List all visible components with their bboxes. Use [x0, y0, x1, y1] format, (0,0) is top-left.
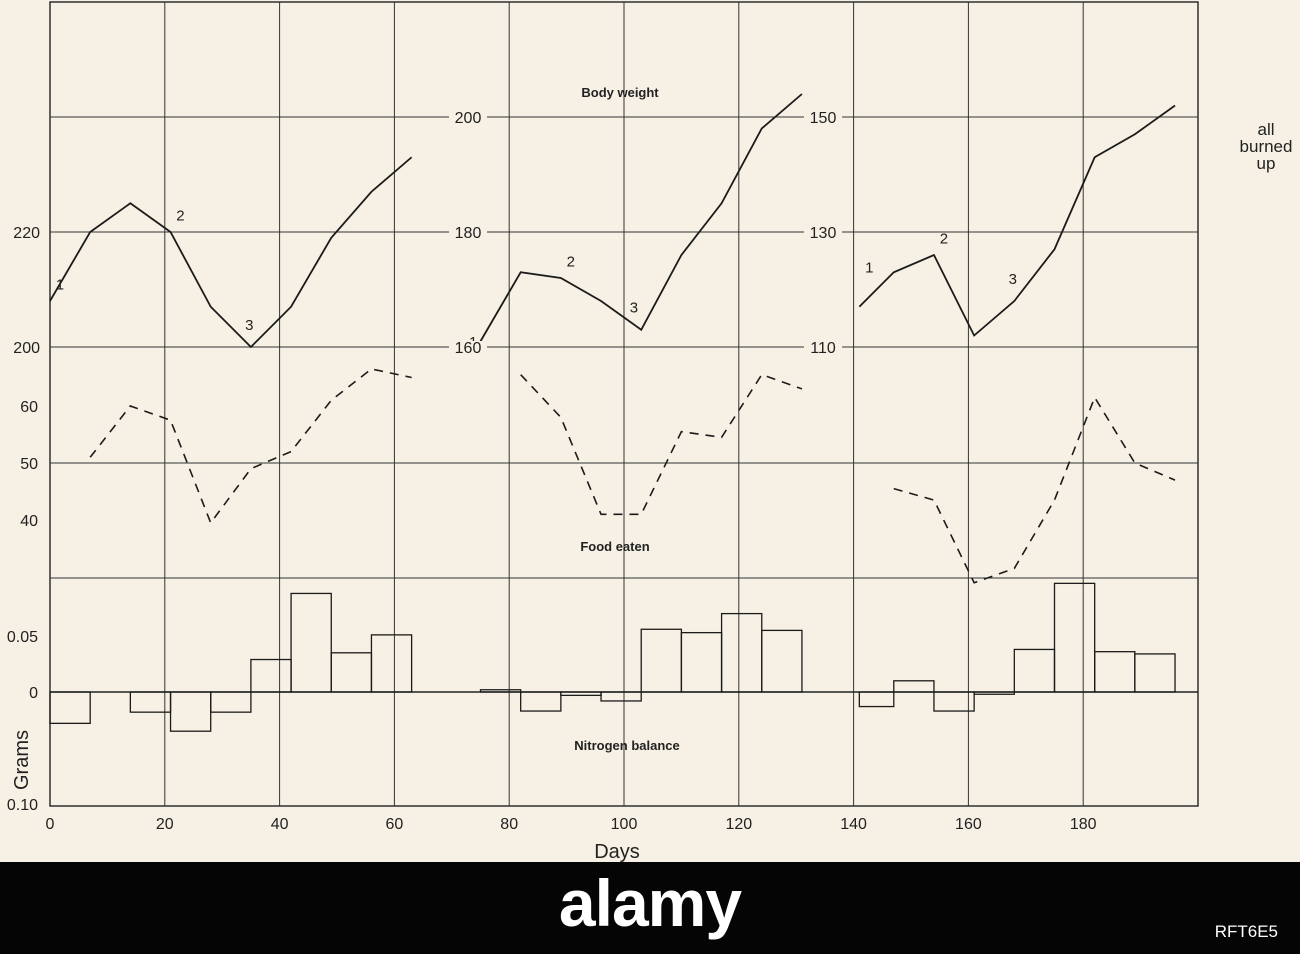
nitrogen-bar-18: [933, 691, 975, 712]
nitrogen-bar-0: [49, 691, 91, 725]
nitrogen-bars: [49, 582, 1176, 732]
panel-labels: Body weight Food eaten Nitrogen balance: [574, 85, 679, 753]
x-tick-20: 20: [156, 816, 174, 833]
nitrogen-tick-2: 0.05: [7, 629, 38, 646]
nitrogen-bar-14: [720, 612, 763, 693]
nitrogen-bar-2: [169, 691, 212, 732]
nitrogen-bar-10: [560, 691, 602, 697]
bw-tick-right-110-bg: [804, 341, 842, 358]
bw-tick-mid-200: 200: [455, 110, 482, 127]
watermark-logo: alamy: [558, 866, 742, 940]
x-tick-0: 0: [46, 816, 55, 833]
bw-tick-mid-180-bg: [449, 226, 487, 243]
annotation-line-0: all: [1257, 120, 1274, 139]
bw-tick-right-110: 110: [810, 340, 836, 357]
annotation-line-2: up: [1257, 154, 1276, 173]
nitrogen-bar-13: [680, 631, 723, 693]
food-tick-40: 40: [20, 513, 38, 530]
body-weight-line-0: [49, 156, 413, 349]
body-weight-line-1: [479, 93, 803, 342]
tick-labels: 0 20 40 60 80 100 120 140 160 1802002201601802001…: [7, 110, 1097, 833]
food-tick-50: 50: [20, 456, 38, 473]
x-axis-title: Days: [594, 841, 640, 862]
grid: [49, 1, 1199, 807]
body-weight-marker-0-2: 3: [245, 317, 253, 334]
nitrogen-bar-9: [520, 691, 562, 712]
x-tick-140: 140: [840, 816, 867, 833]
x-tick-180: 180: [1070, 816, 1097, 833]
nitrogen-bar-16: [858, 691, 895, 708]
watermark-banner: [0, 862, 1300, 954]
bw-tick-right-130-bg: [804, 226, 842, 243]
nitrogen-bar-11: [600, 691, 642, 702]
bw-tick-right-150-bg: [804, 111, 842, 128]
nitrogen-bar-6: [330, 652, 373, 693]
bw-tick-left-200: 200: [13, 340, 40, 357]
body-weight-marker-0-1: 2: [176, 208, 184, 225]
nitrogen-bar-17: [893, 680, 935, 693]
food-eaten-line-2: [893, 395, 1176, 584]
x-tick-40: 40: [271, 816, 289, 833]
panel-label-nitrogen-balance: Nitrogen balance: [574, 738, 679, 753]
bw-tick-mid-180: 180: [455, 225, 482, 242]
bw-tick-right-150: 150: [810, 110, 837, 127]
x-tick-60: 60: [386, 816, 404, 833]
bw-tick-mid-160-bg: [449, 341, 487, 358]
bw-tick-mid-200-bg: [449, 111, 487, 128]
bw-tick-left-220: 220: [13, 225, 40, 242]
series-markers: 123123123: [56, 208, 1017, 352]
nitrogen-bar-8: [479, 689, 522, 693]
food-eaten-line-1: [520, 373, 803, 516]
nitrogen-tick-1: 0: [29, 685, 38, 702]
body-weight-marker-1-2: 3: [630, 300, 638, 317]
body-weight-marker-2-0: 1: [865, 259, 873, 276]
nitrogen-bar-22: [1094, 651, 1136, 693]
nitrogen-bar-20: [1013, 648, 1056, 693]
body-weight-marker-0-0: 1: [56, 277, 64, 294]
nitrogen-bar-15: [761, 629, 803, 693]
x-tick-80: 80: [500, 816, 518, 833]
panel-label-body-weight: Body weight: [581, 85, 659, 100]
body-weight-line-2: [858, 104, 1176, 337]
series-lines: [49, 93, 1176, 584]
chart: Body weight Food eaten Nitrogen balance …: [7, 1, 1293, 862]
nitrogen-bar-5: [290, 592, 332, 693]
nitrogen-bar-3: [210, 691, 252, 713]
food-eaten-line-0: [89, 368, 412, 525]
nitrogen-bar-4: [250, 658, 292, 693]
body-weight-marker-2-1: 2: [940, 231, 948, 248]
nitrogen-tick-0: 0.10: [7, 797, 38, 814]
annotation-line-1: burned: [1240, 137, 1293, 156]
annotation-all-burned-up: all burned up: [1240, 120, 1293, 173]
panel-label-food-eaten: Food eaten: [580, 539, 649, 554]
body-weight-marker-2-2: 3: [1009, 271, 1017, 288]
nitrogen-bar-19: [973, 691, 1015, 695]
x-tick-160: 160: [955, 816, 982, 833]
x-tick-120: 120: [725, 816, 752, 833]
nitrogen-bar-12: [640, 628, 683, 693]
bw-tick-right-130: 130: [810, 225, 837, 242]
body-weight-marker-1-1: 2: [567, 254, 575, 271]
bw-tick-mid-160: 160: [455, 340, 482, 357]
image-id-label: RFT6E5: [1214, 922, 1278, 941]
y-axis-title-grams: Grams: [11, 730, 33, 790]
nitrogen-bar-23: [1134, 653, 1176, 693]
food-tick-60: 60: [20, 399, 38, 416]
x-tick-100: 100: [611, 816, 638, 833]
nitrogen-bar-21: [1053, 582, 1096, 693]
nitrogen-bar-7: [370, 634, 413, 693]
